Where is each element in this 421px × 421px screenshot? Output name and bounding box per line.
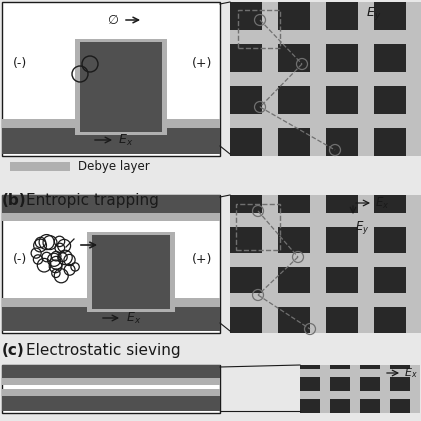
Bar [2, 365, 220, 385]
Text: $\mathit{E}$$_x$: $\mathit{E}$$_x$ [118, 133, 133, 147]
Bar [2, 119, 220, 128]
Text: $\mathit{E}$$_y$: $\mathit{E}$$_y$ [355, 219, 370, 236]
Bar [374, 44, 406, 72]
Bar [326, 195, 358, 213]
Text: (-): (-) [13, 253, 27, 266]
Bar [230, 44, 262, 72]
Bar [10, 162, 70, 171]
Text: Debye layer: Debye layer [78, 160, 150, 173]
Text: Electrostatic sieving: Electrostatic sieving [26, 343, 181, 358]
Bar [230, 267, 262, 293]
Bar [230, 195, 262, 213]
Bar [2, 124, 220, 154]
Bar [374, 267, 406, 293]
Bar [310, 2, 326, 156]
Text: $\mathit{E}$$_x$: $\mathit{E}$$_x$ [375, 195, 389, 210]
Bar [262, 2, 278, 156]
Bar [238, 10, 280, 48]
Bar [374, 86, 406, 114]
Bar [2, 195, 220, 221]
Bar [326, 307, 358, 333]
Bar [278, 128, 310, 156]
Bar [2, 213, 220, 221]
Bar [330, 399, 350, 413]
Bar [374, 2, 406, 30]
Text: (c): (c) [2, 343, 25, 358]
Bar [326, 2, 358, 30]
Bar [230, 227, 262, 253]
Bar [278, 44, 310, 72]
Bar [360, 365, 380, 369]
Bar [374, 307, 406, 333]
Bar [2, 303, 220, 331]
Bar [406, 195, 421, 333]
Bar [2, 365, 220, 413]
Bar [230, 128, 262, 156]
Text: (b): (b) [2, 193, 27, 208]
Text: Entropic trapping: Entropic trapping [26, 193, 159, 208]
Bar [75, 39, 167, 135]
Bar [300, 377, 320, 391]
Bar [230, 307, 262, 333]
Bar [92, 235, 170, 309]
Bar [230, 195, 421, 333]
Bar [390, 399, 410, 413]
Bar [390, 365, 410, 369]
Bar [380, 365, 390, 413]
Bar [406, 2, 421, 156]
Bar [2, 195, 220, 333]
Bar [2, 378, 220, 385]
Bar [2, 389, 220, 396]
Bar [330, 377, 350, 391]
Bar [350, 365, 360, 413]
Bar [2, 2, 220, 156]
Bar [300, 365, 320, 369]
Bar [410, 365, 420, 413]
Bar [330, 365, 350, 369]
Text: $\mathit{E}$$_y$: $\mathit{E}$$_y$ [366, 5, 381, 22]
Bar [300, 365, 420, 413]
Bar [326, 86, 358, 114]
Bar [80, 42, 162, 132]
Bar [360, 377, 380, 391]
Text: $\mathit{\emptyset}$: $\mathit{\emptyset}$ [107, 13, 119, 27]
Bar [326, 128, 358, 156]
Bar [2, 391, 220, 411]
Bar [300, 399, 320, 413]
Bar [358, 2, 374, 156]
Bar [278, 86, 310, 114]
Bar [326, 267, 358, 293]
Bar [320, 365, 330, 413]
Bar [374, 195, 406, 213]
Text: (+): (+) [192, 253, 212, 266]
Bar [2, 298, 220, 307]
Bar [236, 204, 280, 250]
Text: $\mathit{E}$$_x$: $\mathit{E}$$_x$ [404, 366, 418, 380]
Bar [278, 307, 310, 333]
Text: (+): (+) [192, 58, 212, 70]
Bar [278, 2, 310, 30]
Bar [278, 267, 310, 293]
Bar [230, 2, 421, 156]
Bar [358, 195, 374, 333]
Bar [326, 44, 358, 72]
Bar [374, 227, 406, 253]
Text: $\mathit{E}$$_x$: $\mathit{E}$$_x$ [126, 310, 141, 325]
Bar [326, 227, 358, 253]
Bar [278, 227, 310, 253]
Bar [374, 128, 406, 156]
Bar [262, 195, 278, 333]
Bar [230, 2, 262, 30]
Text: (-): (-) [13, 58, 27, 70]
Bar [310, 195, 326, 333]
Bar [230, 86, 262, 114]
Bar [278, 195, 310, 213]
Bar [87, 232, 175, 312]
Bar [390, 377, 410, 391]
Bar [360, 399, 380, 413]
